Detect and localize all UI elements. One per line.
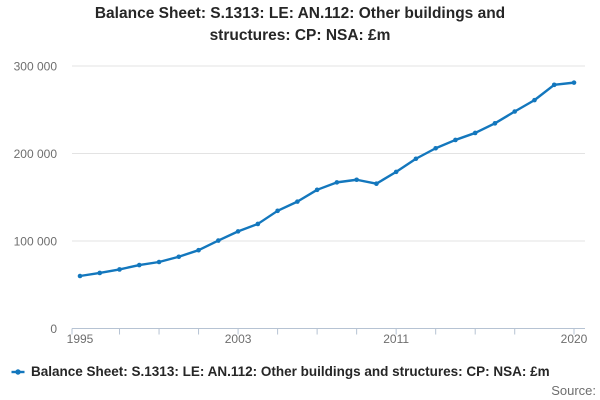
chart-title: Balance Sheet: S.1313: LE: AN.112: Other… [0,3,600,47]
data-point [255,221,261,227]
line-series-marker-icon [11,368,25,375]
data-point [374,181,379,186]
data-point [176,254,182,260]
gridlines [72,65,585,242]
data-point [235,229,241,234]
data-point [156,259,162,265]
data-point [512,109,518,114]
data-point [295,199,300,204]
y-axis-labels: 0 100 000 200 000 300 000 [14,60,58,337]
x-axis-tick-label: 2020 [561,332,588,346]
legend-label: Balance Sheet: S.1313: LE: AN.112: Other… [31,364,550,379]
data-point [492,121,498,126]
data-point [216,238,221,243]
y-axis-tick-label: 300 000 [14,60,58,74]
data-point [77,273,83,279]
data-point [551,82,557,88]
line-chart: 0 100 000 200 000 300 000 1995 2003 2011 2020 [14,60,588,347]
legend: Balance Sheet: S.1313: LE: AN.112: Other… [11,364,596,379]
y-axis-tick-label: 0 [50,322,57,336]
data-point [571,80,577,85]
legend-marker-dot [15,368,21,375]
data-point [413,156,419,162]
data-point [117,267,122,272]
data-point [393,169,399,175]
data-point [472,130,478,136]
data-points [77,80,577,279]
chart-title-line2: structures: CP: NSA: £m [209,27,391,44]
data-point [275,208,280,214]
data-point [453,137,458,143]
data-point [314,187,320,193]
x-axis-tick-label: 2011 [383,332,409,346]
series-line [78,81,576,278]
data-point [354,177,359,183]
data-point [136,262,142,268]
data-point [532,97,537,103]
source-note: Source: [551,383,596,398]
x-axis-tick-label: 2003 [225,332,252,346]
data-point [97,270,103,276]
chart-title-line1: Balance Sheet: S.1313: LE: AN.112: Other… [94,5,506,22]
y-axis-tick-label: 200 000 [14,147,58,161]
data-point [334,180,340,185]
x-axis-tick-label: 1995 [67,332,94,346]
data-point [196,247,201,253]
data-point [433,145,438,151]
x-axis: 1995 2003 2011 2020 [67,328,588,346]
y-axis-tick-label: 100 000 [14,235,58,249]
